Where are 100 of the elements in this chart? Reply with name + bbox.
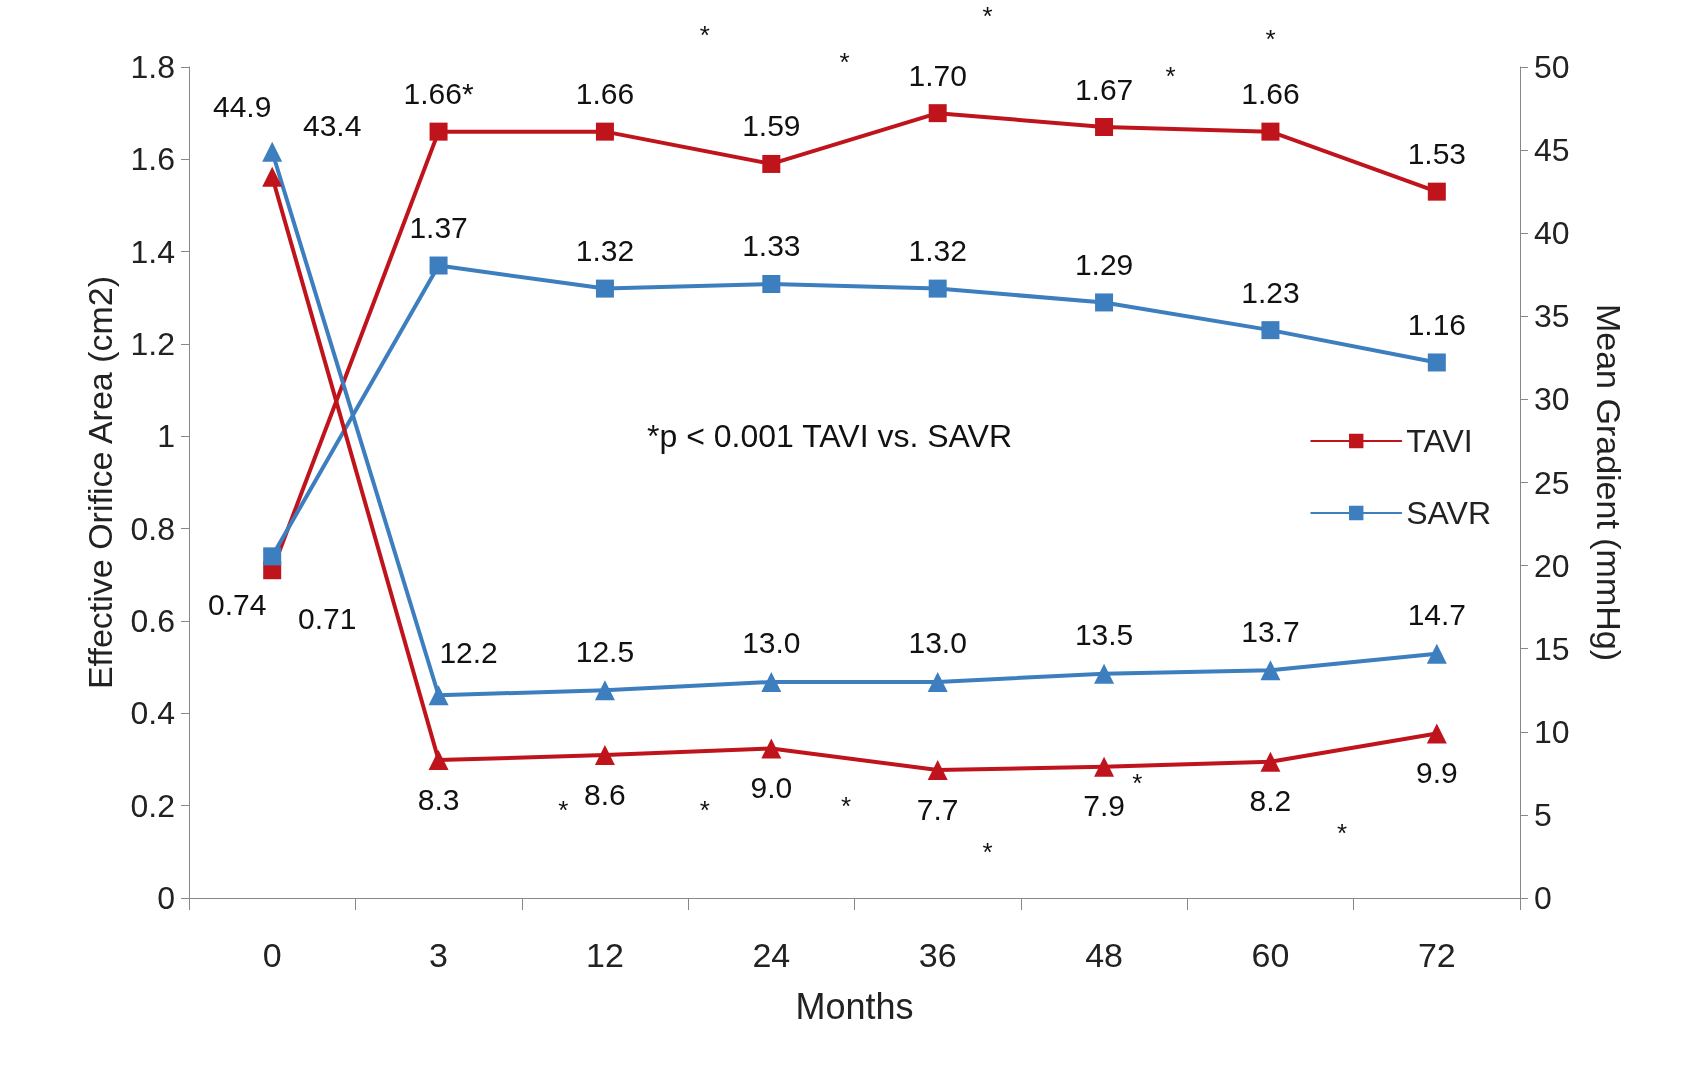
y2-tick-label: 25	[1534, 464, 1570, 501]
data-label: 1.23	[1241, 275, 1300, 309]
annotation: *	[1132, 767, 1143, 798]
data-label: 1.67	[1074, 72, 1134, 106]
y2-axis-title: Mean Gradient (mmHg)	[1590, 303, 1628, 662]
y-tick-label: 0.2	[130, 787, 175, 824]
point	[595, 279, 614, 298]
point	[429, 256, 448, 275]
x-tick-label: 48	[1085, 936, 1123, 974]
point	[927, 760, 948, 781]
data-label: 13.7	[1241, 614, 1300, 648]
y-tick-label: 1.8	[130, 49, 175, 85]
data-label: 1.66*	[403, 77, 474, 111]
y2-tick-label: 20	[1534, 547, 1570, 584]
point	[594, 745, 615, 766]
y2-tick-label: 0	[1534, 880, 1552, 916]
data-label: 8.6	[584, 777, 626, 811]
data-label: 44.9	[212, 90, 272, 124]
data-label: 8.3	[417, 782, 460, 816]
data-label: 9.0	[750, 770, 793, 804]
point	[595, 122, 614, 141]
point	[262, 141, 283, 162]
annotation: *	[839, 47, 850, 78]
y-tick-label: 0.8	[130, 510, 175, 547]
y-axis-title: Effective Orifice Area (cm2)	[81, 275, 119, 690]
point	[1426, 643, 1447, 664]
data-label: 43.4	[302, 109, 362, 143]
data-label: 1.33	[742, 229, 801, 263]
point	[428, 750, 449, 771]
data-label: 1.32	[575, 234, 635, 268]
data-label: 12.2	[439, 635, 498, 669]
annotation: *	[982, 836, 993, 867]
data-label: 1.37	[409, 211, 468, 245]
x-tick-label: 3	[429, 936, 449, 974]
point	[1095, 118, 1114, 137]
point	[429, 122, 448, 141]
point	[1427, 182, 1446, 201]
point	[1261, 321, 1280, 340]
y-tick-label: 1.4	[130, 233, 175, 270]
data-label: 8.2	[1249, 784, 1292, 818]
data-label: 12.5	[575, 634, 635, 668]
y-tick-label: 0.4	[130, 695, 175, 732]
point	[594, 680, 615, 701]
point	[1261, 122, 1280, 141]
data-label: 13.5	[1074, 618, 1134, 652]
point	[761, 671, 782, 692]
x-tick-label: 24	[752, 936, 791, 974]
data-label: 1.66	[575, 77, 635, 111]
y2-tick-label: 30	[1534, 381, 1570, 418]
point	[762, 154, 781, 173]
data-label: 7.9	[1083, 789, 1125, 823]
data-label: 0.71	[297, 601, 357, 635]
data-label: 1.53	[1407, 137, 1467, 171]
data-label: 0.74	[207, 587, 267, 621]
point	[428, 685, 449, 706]
x-tick-label: 72	[1417, 936, 1456, 974]
annotation: *	[1336, 818, 1348, 849]
y-tick-label: 0.6	[130, 603, 175, 639]
annotation: *	[841, 790, 852, 821]
data-label: 9.9	[1415, 755, 1458, 789]
data-label: 7.7	[916, 792, 959, 826]
data-label: 13.0	[742, 626, 801, 660]
x-axis-title: Months	[795, 985, 914, 1027]
y2-tick-label: 10	[1534, 713, 1570, 750]
y-tick-label: 1.2	[130, 326, 175, 362]
point	[1426, 723, 1447, 744]
data-label: 1.70	[908, 58, 967, 92]
legend-label: SAVR	[1406, 495, 1491, 531]
data-label: 1.32	[908, 234, 967, 268]
y2-tick-label: 35	[1534, 298, 1570, 335]
y-tick-label: 1.6	[130, 141, 175, 178]
y2-tick-label: 5	[1534, 796, 1552, 833]
legend-label: TAVI	[1406, 423, 1473, 459]
data-label: 1.16	[1407, 307, 1467, 341]
point	[1260, 660, 1281, 681]
x-tick-label: 0	[262, 936, 282, 974]
annotation: *	[558, 795, 569, 826]
x-tick-label: 12	[586, 936, 624, 974]
y-tick-label: 0	[157, 880, 175, 916]
point	[761, 738, 782, 759]
point	[928, 104, 947, 123]
point	[1427, 353, 1446, 372]
data-label: 1.66	[1241, 77, 1300, 111]
point	[927, 671, 948, 692]
point	[1094, 663, 1115, 684]
text: *	[982, 1, 993, 32]
y2-tick-label: 40	[1534, 215, 1570, 252]
y2-tick-label: 45	[1534, 132, 1570, 169]
x-tick-label: 36	[918, 936, 957, 974]
annotation: *	[1165, 61, 1176, 92]
annotation: *	[699, 795, 710, 826]
point	[1094, 756, 1115, 777]
point	[263, 547, 282, 566]
data-label: 1.29	[1074, 247, 1134, 281]
annotation: *p < 0.001 TAVI vs. SAVR	[647, 418, 1012, 455]
point	[928, 279, 947, 298]
point	[1260, 751, 1281, 772]
y-tick-label: 1	[157, 418, 175, 455]
y2-tick-label: 50	[1534, 49, 1570, 85]
point	[1095, 293, 1114, 312]
